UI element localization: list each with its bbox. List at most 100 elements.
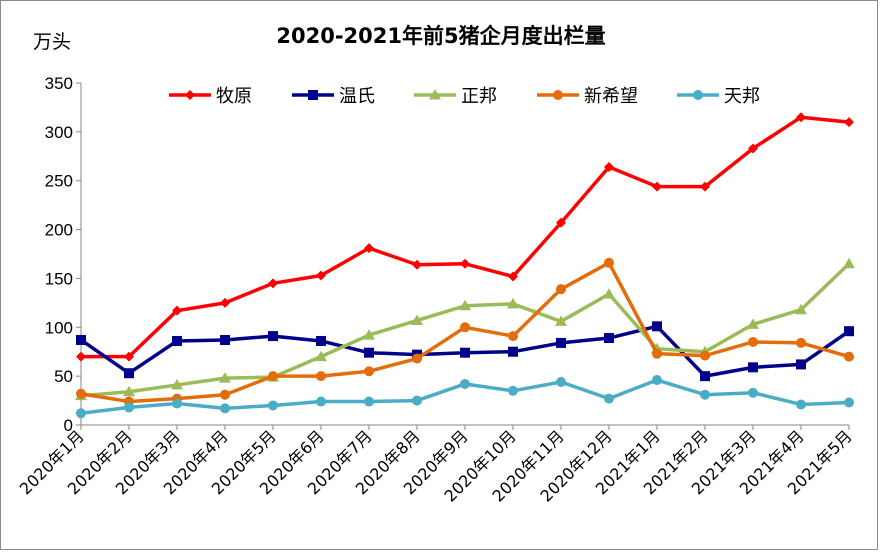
data-point: [700, 371, 710, 382]
legend-item: 温氏: [292, 86, 375, 107]
data-point: [700, 350, 710, 361]
data-point: [652, 348, 662, 359]
legend-item: 正邦: [414, 86, 497, 107]
data-point: [268, 331, 278, 342]
data-point: [460, 347, 470, 358]
legend-label: 正邦: [461, 86, 497, 107]
data-point: [748, 362, 758, 373]
data-point: [411, 314, 423, 325]
legend-marker: [185, 90, 195, 100]
legend-item: 天邦: [677, 86, 760, 107]
data-point: [604, 162, 614, 173]
data-point: [172, 335, 182, 346]
data-point: [363, 329, 375, 340]
data-point: [844, 397, 854, 408]
data-point: [556, 337, 566, 348]
data-point: [364, 396, 374, 407]
legend-item: 牧原: [169, 86, 252, 107]
data-point: [315, 350, 327, 362]
data-point: [124, 368, 134, 379]
data-point: [460, 378, 470, 389]
series-1: [76, 112, 854, 362]
data-point: [844, 117, 854, 128]
y-tick-label: 100: [45, 318, 73, 337]
data-point: [652, 321, 662, 332]
data-point: [76, 351, 86, 362]
data-point: [76, 388, 86, 399]
data-point: [508, 385, 518, 396]
data-point: [268, 278, 278, 289]
data-point: [364, 366, 374, 377]
data-point: [364, 347, 374, 358]
chart-title: 2020-2021年前5猪企月度出栏量: [276, 24, 605, 48]
data-point: [76, 334, 86, 345]
data-point: [747, 318, 759, 329]
data-point: [748, 143, 758, 154]
legend-marker: [693, 90, 703, 100]
y-tick-label: 250: [45, 172, 73, 191]
data-point: [556, 377, 566, 388]
data-point: [123, 385, 135, 397]
data-point: [652, 375, 662, 386]
data-point: [412, 259, 422, 270]
y-tick-label: 300: [45, 123, 73, 142]
y-tick-label: 200: [45, 221, 73, 240]
y-axis-unit-label: 万头: [33, 31, 71, 53]
data-point: [220, 389, 230, 400]
legend-label: 牧原: [216, 86, 252, 107]
data-point: [604, 257, 614, 268]
data-point: [604, 333, 614, 344]
data-point: [507, 297, 519, 309]
data-point: [844, 326, 854, 337]
data-point: [220, 403, 230, 414]
data-point: [748, 336, 758, 347]
data-point: [316, 335, 326, 346]
data-point: [796, 337, 806, 348]
data-point: [748, 387, 758, 398]
data-point: [220, 334, 230, 345]
data-point: [556, 217, 566, 228]
data-point: [460, 322, 470, 333]
legend-marker: [429, 89, 441, 100]
legend: 牧原 温氏 正邦 新希望 天邦: [169, 86, 760, 107]
data-point: [364, 243, 374, 254]
y-tick-label: 0: [64, 416, 73, 435]
legend-marker: [553, 90, 563, 100]
data-point: [268, 400, 278, 411]
data-point: [219, 372, 231, 383]
legend-label: 天邦: [724, 86, 760, 107]
data-point: [843, 257, 855, 269]
data-point: [796, 399, 806, 410]
data-point: [124, 402, 134, 413]
data-point: [795, 303, 807, 315]
data-point: [508, 271, 518, 282]
data-point: [172, 305, 182, 316]
data-point: [171, 378, 183, 390]
legend-label: 温氏: [339, 86, 375, 107]
data-point: [652, 181, 662, 192]
data-point: [268, 371, 278, 382]
data-point: [508, 346, 518, 357]
data-point: [700, 389, 710, 400]
data-point: [459, 299, 471, 311]
data-point: [604, 393, 614, 404]
data-point: [700, 181, 710, 192]
data-point: [556, 284, 566, 295]
series-layer: [75, 112, 855, 419]
data-point: [220, 297, 230, 308]
data-point: [796, 359, 806, 370]
data-point: [316, 371, 326, 382]
data-point: [412, 395, 422, 406]
data-point: [555, 315, 567, 326]
data-point: [124, 351, 134, 362]
y-tick-label: 150: [45, 269, 73, 288]
data-point: [316, 270, 326, 281]
legend-label: 新希望: [584, 86, 638, 107]
data-point: [796, 112, 806, 123]
axes: 0501001502002503003502020年1月2020年2月2020年…: [16, 74, 856, 506]
legend-item: 新希望: [537, 86, 638, 107]
series-5: [76, 375, 854, 419]
data-point: [508, 331, 518, 342]
